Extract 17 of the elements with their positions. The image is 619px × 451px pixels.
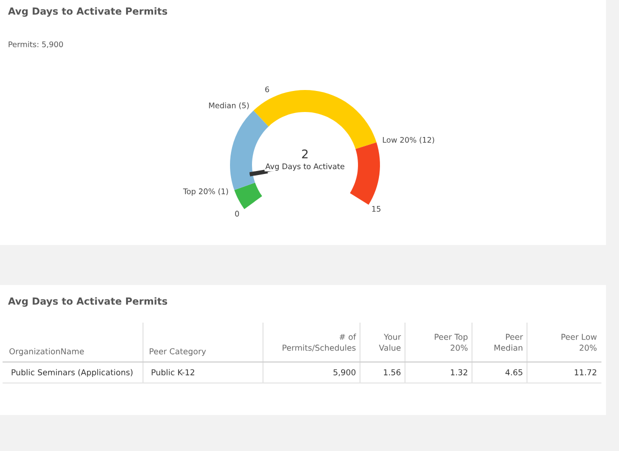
text: 1.56 xyxy=(384,369,400,376)
text: 11.72 xyxy=(574,369,596,376)
category-label: OrganizationName xyxy=(9,348,84,356)
category-label: Peer Median xyxy=(494,334,523,351)
category-label: Peer Top 20% xyxy=(434,334,468,351)
text: Public K-12 xyxy=(152,369,194,376)
text: 2 xyxy=(302,149,308,158)
text: Avg Days to Activate Permits xyxy=(8,297,168,307)
category-label: # of Permits/Schedules xyxy=(282,334,356,352)
category-label: Peer Category xyxy=(150,348,206,356)
text: 4.65 xyxy=(505,369,522,376)
category-label: Your Value xyxy=(378,334,401,351)
category-label: Peer Low 20% xyxy=(562,334,597,351)
text: 5,900 xyxy=(334,369,356,376)
text: Avg Days to Activate Permits xyxy=(8,7,168,17)
text: Public Seminars (Applications) xyxy=(12,369,132,377)
text: 1.32 xyxy=(450,369,468,376)
